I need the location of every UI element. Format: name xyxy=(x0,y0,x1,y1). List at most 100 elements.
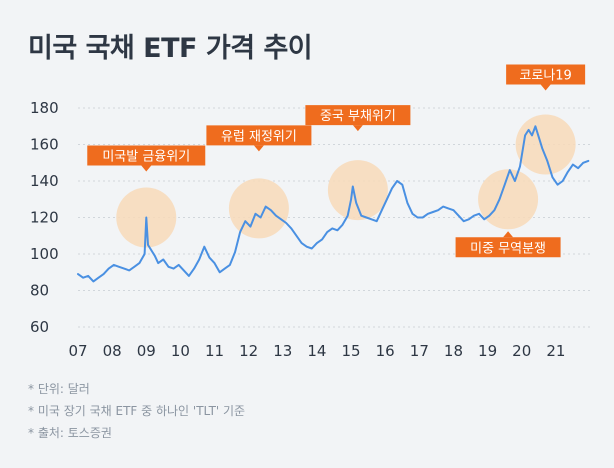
series-line-layer xyxy=(77,125,590,283)
data-point xyxy=(514,180,516,182)
highlight-circle xyxy=(478,169,539,230)
x-tick-label: 20 xyxy=(512,342,531,360)
callout: 미국발 금융위기 xyxy=(87,145,206,172)
x-tick-label: 12 xyxy=(239,342,258,360)
page-title: 미국 국채 ETF 가격 추이 xyxy=(28,33,313,64)
data-point xyxy=(118,266,120,268)
data-point xyxy=(234,251,236,253)
data-point xyxy=(138,262,141,264)
y-axis: 60 80 100 120 140 160 180 xyxy=(30,99,59,336)
data-point xyxy=(128,269,130,272)
y-tick-label: 60 xyxy=(30,318,49,336)
data-point xyxy=(254,213,257,215)
data-point xyxy=(145,216,147,219)
data-point xyxy=(295,235,298,237)
data-point xyxy=(437,209,439,211)
callout: 중국 부채위기 xyxy=(305,105,411,132)
data-point xyxy=(103,273,105,275)
data-point xyxy=(311,247,313,250)
footnote-basis: * 미국 장기 국채 ETF 중 하나인 'TLT' 기준 xyxy=(28,404,246,418)
callout-pointer xyxy=(253,145,264,152)
data-point xyxy=(401,184,403,186)
x-tick-label: 08 xyxy=(103,342,122,360)
data-point xyxy=(355,202,357,204)
data-point xyxy=(488,215,490,217)
data-point xyxy=(270,209,272,211)
data-point xyxy=(432,211,434,213)
data-point xyxy=(422,216,424,219)
data-point xyxy=(463,220,465,222)
y-tick-label: 100 xyxy=(30,245,59,263)
callout: 유럽 재정위기 xyxy=(206,125,312,152)
data-point xyxy=(341,224,344,226)
data-point xyxy=(376,220,378,222)
data-point xyxy=(427,213,429,215)
data-point xyxy=(519,165,521,167)
data-point xyxy=(587,160,589,162)
data-point xyxy=(562,180,564,182)
y-tick-label: 160 xyxy=(30,136,59,154)
data-point xyxy=(290,227,292,230)
data-point xyxy=(538,136,540,138)
callout-pointer xyxy=(141,165,152,172)
callout-pointer xyxy=(503,231,514,238)
x-tick-label: 21 xyxy=(546,342,565,360)
data-point xyxy=(183,269,185,272)
callout-label: 중국 부채위기 xyxy=(320,109,396,124)
callout-box xyxy=(506,64,586,85)
series-line xyxy=(77,125,590,283)
data-point xyxy=(300,242,303,244)
data-point xyxy=(527,129,530,131)
data-point xyxy=(350,198,352,200)
data-point xyxy=(541,147,543,149)
y-tick-label: 120 xyxy=(30,209,59,227)
data-point xyxy=(386,198,388,200)
callout-box xyxy=(206,125,312,146)
data-point xyxy=(143,253,146,255)
data-point xyxy=(229,264,231,266)
highlight-circle xyxy=(228,178,289,239)
data-point xyxy=(97,277,100,279)
data-point xyxy=(133,266,135,268)
data-point xyxy=(473,215,475,217)
data-point xyxy=(150,249,152,251)
data-point xyxy=(391,187,393,189)
x-tick-label: 19 xyxy=(478,342,497,360)
data-point xyxy=(493,209,496,211)
data-point xyxy=(244,220,246,222)
data-point xyxy=(534,125,536,127)
x-tick-label: 13 xyxy=(273,342,292,360)
data-point xyxy=(77,273,79,275)
x-tick-label: 16 xyxy=(376,342,395,360)
data-point xyxy=(406,202,408,204)
callout: 미중 무역분쟁 xyxy=(455,231,561,258)
data-point xyxy=(92,280,94,282)
data-point xyxy=(447,207,449,209)
data-point xyxy=(360,215,362,217)
data-point xyxy=(198,258,200,261)
data-point xyxy=(213,262,216,264)
data-point xyxy=(113,264,115,266)
data-point xyxy=(524,134,526,136)
data-point xyxy=(157,262,159,264)
x-tick-label: 09 xyxy=(137,342,156,360)
x-tick-label: 07 xyxy=(68,342,87,360)
data-point xyxy=(265,205,267,208)
x-tick-label: 11 xyxy=(205,342,224,360)
data-point xyxy=(352,185,354,188)
x-axis: 07 08 09 10 11 12 13 14 15 16 17 18 19 20 21 xyxy=(68,342,565,360)
data-point xyxy=(87,275,89,277)
data-point xyxy=(582,162,584,164)
data-point xyxy=(483,218,485,220)
x-tick-label: 14 xyxy=(307,342,326,360)
y-tick-label: 140 xyxy=(30,172,59,190)
footnotes: * 단위: 달러 * 미국 장기 국채 ETF 중 하나인 'TLT' 기준 *… xyxy=(28,378,245,444)
data-point xyxy=(208,257,211,259)
callout-label: 코로나19 xyxy=(519,69,571,84)
callout-label: 유럽 재정위기 xyxy=(221,129,297,144)
data-point xyxy=(326,231,328,233)
callout: 코로나19 xyxy=(506,64,586,91)
data-point xyxy=(82,277,84,279)
